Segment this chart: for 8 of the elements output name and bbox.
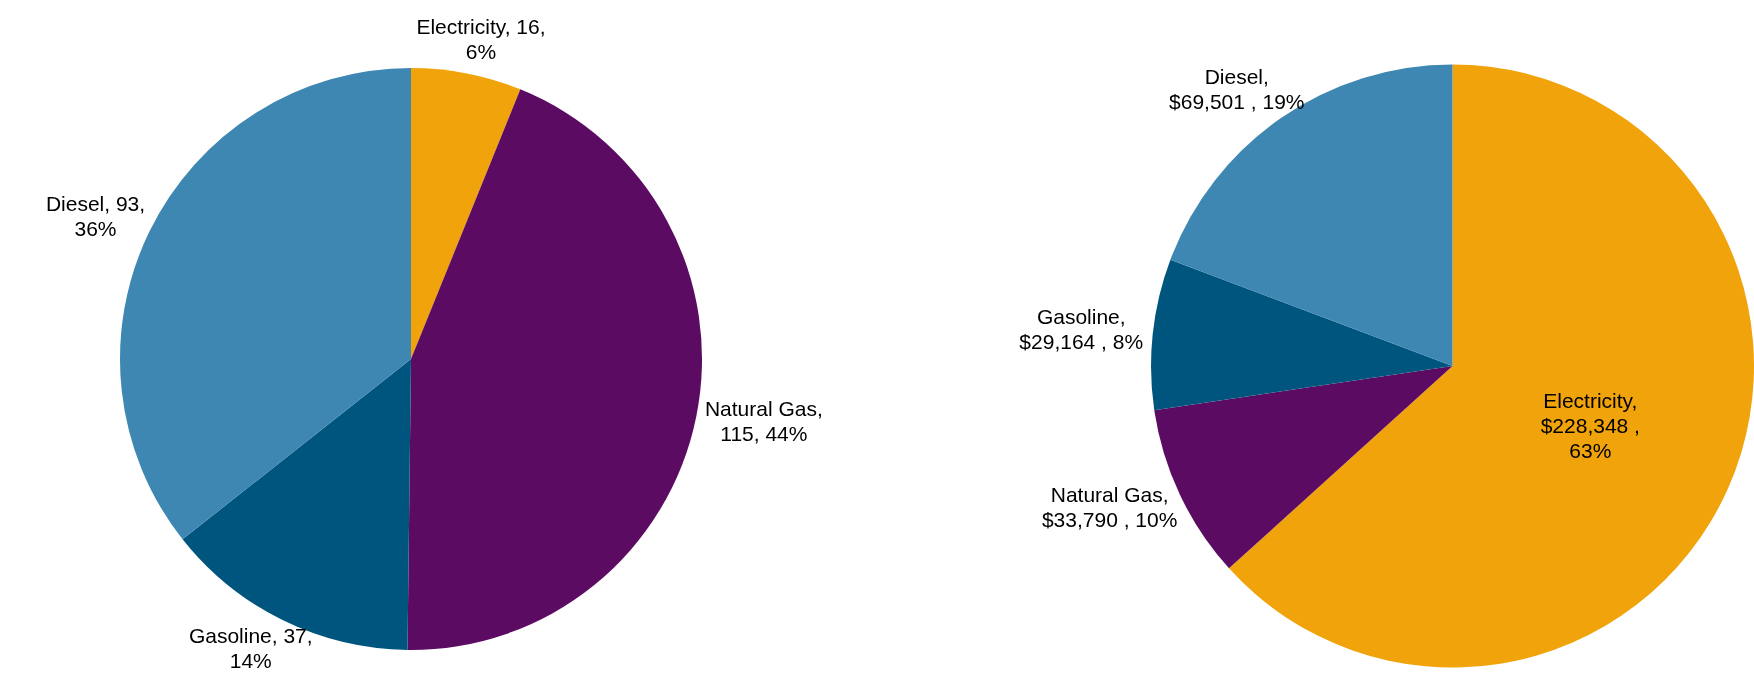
slice-label: Natural Gas, $33,790 , 10% [1041, 483, 1178, 532]
slice-label: Gasoline, 37, 14% [188, 623, 313, 672]
slice-label: Natural Gas, 115, 44% [704, 397, 823, 446]
slice-label: Electricity, 16, 6% [416, 15, 546, 64]
slice-label: Diesel, 93, 36% [45, 191, 146, 240]
slice-label: Electricity, $228,348 , 63% [1540, 388, 1640, 462]
slice-label: Gasoline, $29,164 , 8% [1019, 304, 1144, 353]
slice-label: Diesel, $69,501 , 19% [1169, 65, 1305, 114]
